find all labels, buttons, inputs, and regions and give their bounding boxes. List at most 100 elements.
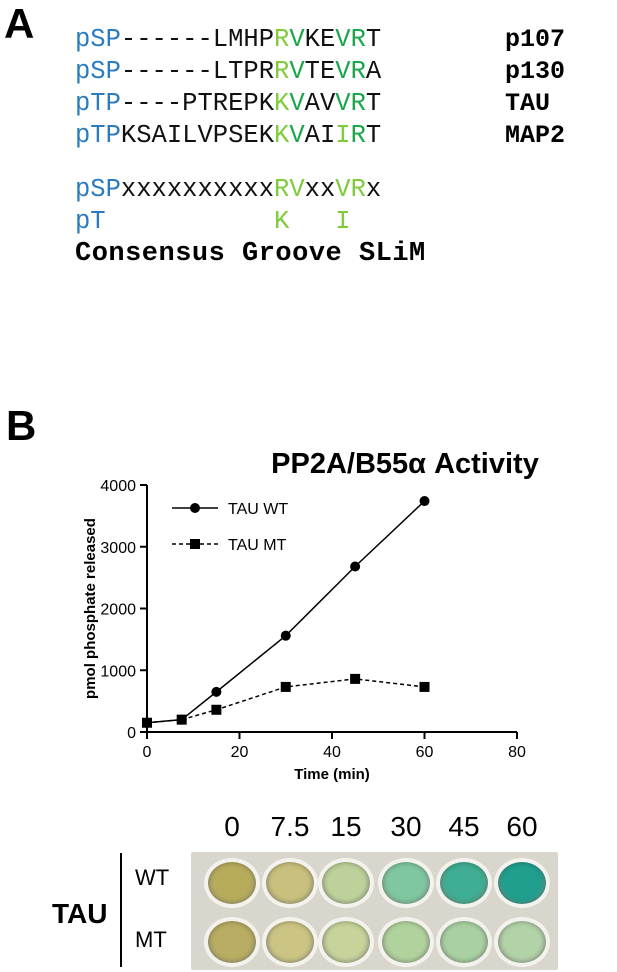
residue: V bbox=[289, 57, 305, 86]
residue: R bbox=[350, 89, 366, 118]
residue: K bbox=[304, 25, 320, 54]
spacer bbox=[75, 152, 426, 174]
protein-name: MAP2 bbox=[505, 121, 566, 150]
series-line bbox=[146, 678, 425, 724]
residue: - bbox=[120, 25, 137, 54]
consensus-label: Consensus Groove SLiM bbox=[75, 239, 426, 269]
residue bbox=[182, 207, 197, 236]
timepoint-label: 15 bbox=[330, 811, 362, 842]
residue bbox=[167, 207, 182, 236]
residue: K bbox=[274, 207, 290, 236]
residue: V bbox=[335, 175, 351, 204]
residue: V bbox=[289, 175, 305, 204]
residue: - bbox=[166, 89, 183, 118]
residue: x bbox=[243, 175, 259, 204]
residue: K bbox=[258, 89, 275, 118]
timepoint-label: 7.5 bbox=[270, 811, 310, 842]
plate-well bbox=[204, 917, 260, 967]
residue bbox=[243, 207, 258, 236]
residue: x bbox=[212, 175, 229, 204]
residue: K bbox=[274, 121, 290, 150]
plate-well bbox=[262, 858, 318, 908]
residue: P bbox=[243, 89, 259, 118]
residue: - bbox=[151, 57, 167, 86]
residue: x bbox=[304, 175, 320, 204]
residue: P bbox=[243, 57, 259, 86]
data-point bbox=[419, 496, 430, 507]
residue: V bbox=[319, 89, 336, 118]
well-plate-photo bbox=[191, 852, 558, 970]
residue bbox=[305, 207, 320, 236]
residue: x bbox=[319, 175, 336, 204]
data-point bbox=[211, 686, 222, 697]
y-axis-label: pmol phosphate released bbox=[82, 518, 99, 699]
residue bbox=[320, 207, 335, 236]
residue bbox=[366, 207, 381, 236]
residue: V bbox=[335, 57, 351, 86]
residue: T bbox=[365, 25, 382, 54]
residue: E bbox=[319, 25, 336, 54]
residue: T bbox=[228, 57, 244, 86]
residue: - bbox=[136, 57, 152, 86]
residue: - bbox=[151, 89, 167, 118]
residue: I bbox=[319, 121, 336, 150]
plate-well bbox=[436, 858, 492, 908]
timepoint-label: 60 bbox=[506, 811, 538, 842]
residue: A bbox=[304, 121, 320, 150]
residue: V bbox=[289, 121, 305, 150]
residue: x bbox=[365, 175, 382, 204]
residue: L bbox=[212, 57, 229, 86]
residue: E bbox=[228, 89, 244, 118]
plate-well bbox=[378, 917, 434, 967]
residue: R bbox=[350, 25, 366, 54]
plate-panel: 0 7.5 15 30 45 60 TAU WT MT bbox=[0, 805, 617, 972]
plate-well bbox=[378, 858, 434, 908]
legend-marker bbox=[190, 539, 200, 549]
residue bbox=[136, 207, 151, 236]
residue: R bbox=[212, 89, 229, 118]
residue: - bbox=[120, 89, 137, 118]
residue: A bbox=[151, 121, 167, 150]
alignment-row: pTP----PTREPKKVAVVRT TAU bbox=[75, 88, 550, 120]
residue: R bbox=[350, 175, 366, 204]
residue: L bbox=[212, 25, 229, 54]
residue: A bbox=[365, 57, 382, 86]
residue: T bbox=[304, 57, 320, 86]
residue: x bbox=[228, 175, 244, 204]
plate-well bbox=[318, 917, 374, 967]
residue: P bbox=[258, 25, 275, 54]
alignment-row: pTPKSAILVPSEKKVAIIRT MAP2 bbox=[75, 120, 565, 152]
plate-well bbox=[318, 858, 374, 908]
data-point bbox=[350, 673, 361, 684]
x-tick-label: 0 bbox=[143, 744, 152, 761]
residue: x bbox=[151, 175, 167, 204]
residue: R bbox=[258, 57, 275, 86]
residue: H bbox=[243, 25, 259, 54]
timepoint-label: 0 bbox=[224, 811, 240, 842]
residue: - bbox=[136, 89, 152, 118]
x-tick-label: 60 bbox=[416, 744, 434, 761]
residue bbox=[228, 207, 243, 236]
y-tick-label: 1000 bbox=[100, 663, 136, 680]
plate-group-label: TAU bbox=[52, 898, 108, 929]
plate-bracket bbox=[120, 853, 122, 967]
residue: K bbox=[274, 89, 290, 118]
residue: M bbox=[228, 25, 244, 54]
panel-label-a: A bbox=[4, 0, 35, 47]
data-point bbox=[350, 561, 361, 572]
residue: x bbox=[182, 175, 198, 204]
y-tick-label: 4000 bbox=[100, 478, 136, 495]
phospho-site-prefix: pTP bbox=[75, 121, 121, 150]
residue: A bbox=[304, 89, 320, 118]
residue: P bbox=[212, 121, 229, 150]
residue: - bbox=[197, 57, 213, 86]
residue: E bbox=[319, 57, 336, 86]
residue bbox=[197, 207, 212, 236]
residue: x bbox=[258, 175, 275, 204]
data-point bbox=[211, 704, 222, 715]
y-tick-label: 2000 bbox=[100, 602, 136, 619]
plate-well bbox=[262, 917, 318, 967]
chart-title: PP2A/B55α Activity bbox=[271, 448, 539, 480]
residue: I bbox=[335, 121, 351, 150]
data-point bbox=[142, 717, 152, 728]
